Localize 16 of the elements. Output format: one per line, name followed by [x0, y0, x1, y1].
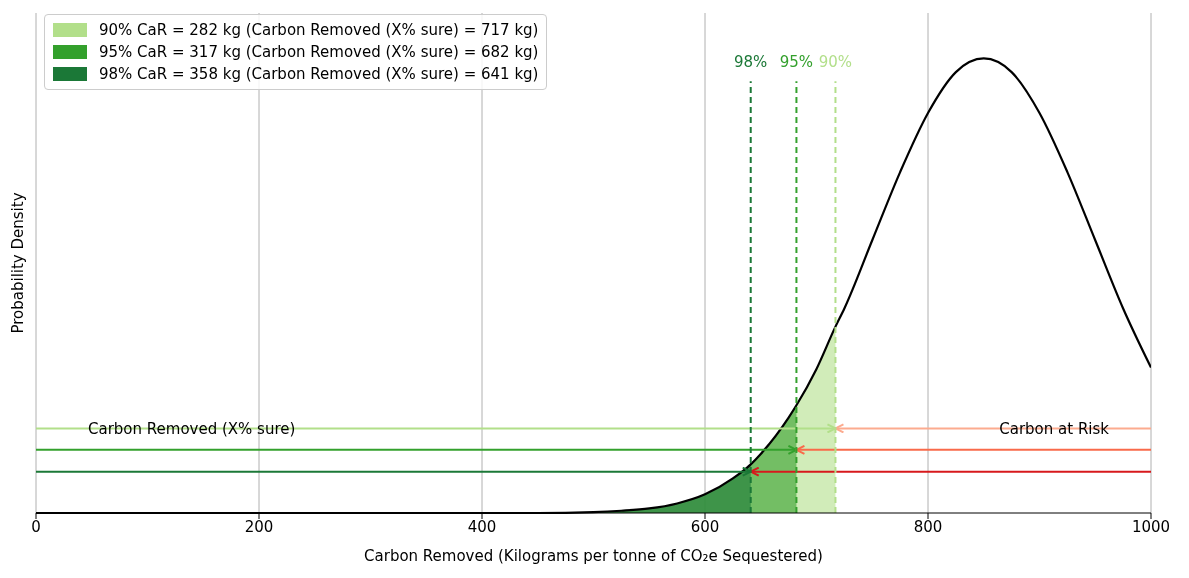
x-axis-title: Carbon Removed (Kilograms per tonne of CO₂e Sequestered)	[364, 547, 823, 565]
legend-label: 90% CaR = 282 kg (Carbon Removed (X% sure) = 717 kg)	[99, 20, 539, 41]
x-tick-label: 0	[31, 517, 41, 536]
annotation: 98%	[734, 53, 768, 72]
annotation: Carbon at Risk	[999, 420, 1109, 438]
legend-label: 95% CaR = 317 kg (Carbon Removed (X% sure) = 682 kg)	[99, 42, 539, 63]
x-tick-label: 1000	[1131, 517, 1171, 536]
x-tick-label: 800	[913, 517, 943, 536]
y-axis-title: Probability Density	[9, 192, 28, 334]
x-tick-label: 200	[244, 517, 274, 536]
legend-label: 98% CaR = 358 kg (Carbon Removed (X% sure) = 641 kg)	[99, 64, 539, 85]
annotation: 95%	[779, 53, 814, 72]
x-tick-label: 400	[467, 517, 497, 536]
annotation: 90%	[818, 53, 853, 72]
annotation: Carbon Removed (X% sure)	[88, 420, 296, 438]
x-tick-label: 600	[690, 517, 720, 536]
